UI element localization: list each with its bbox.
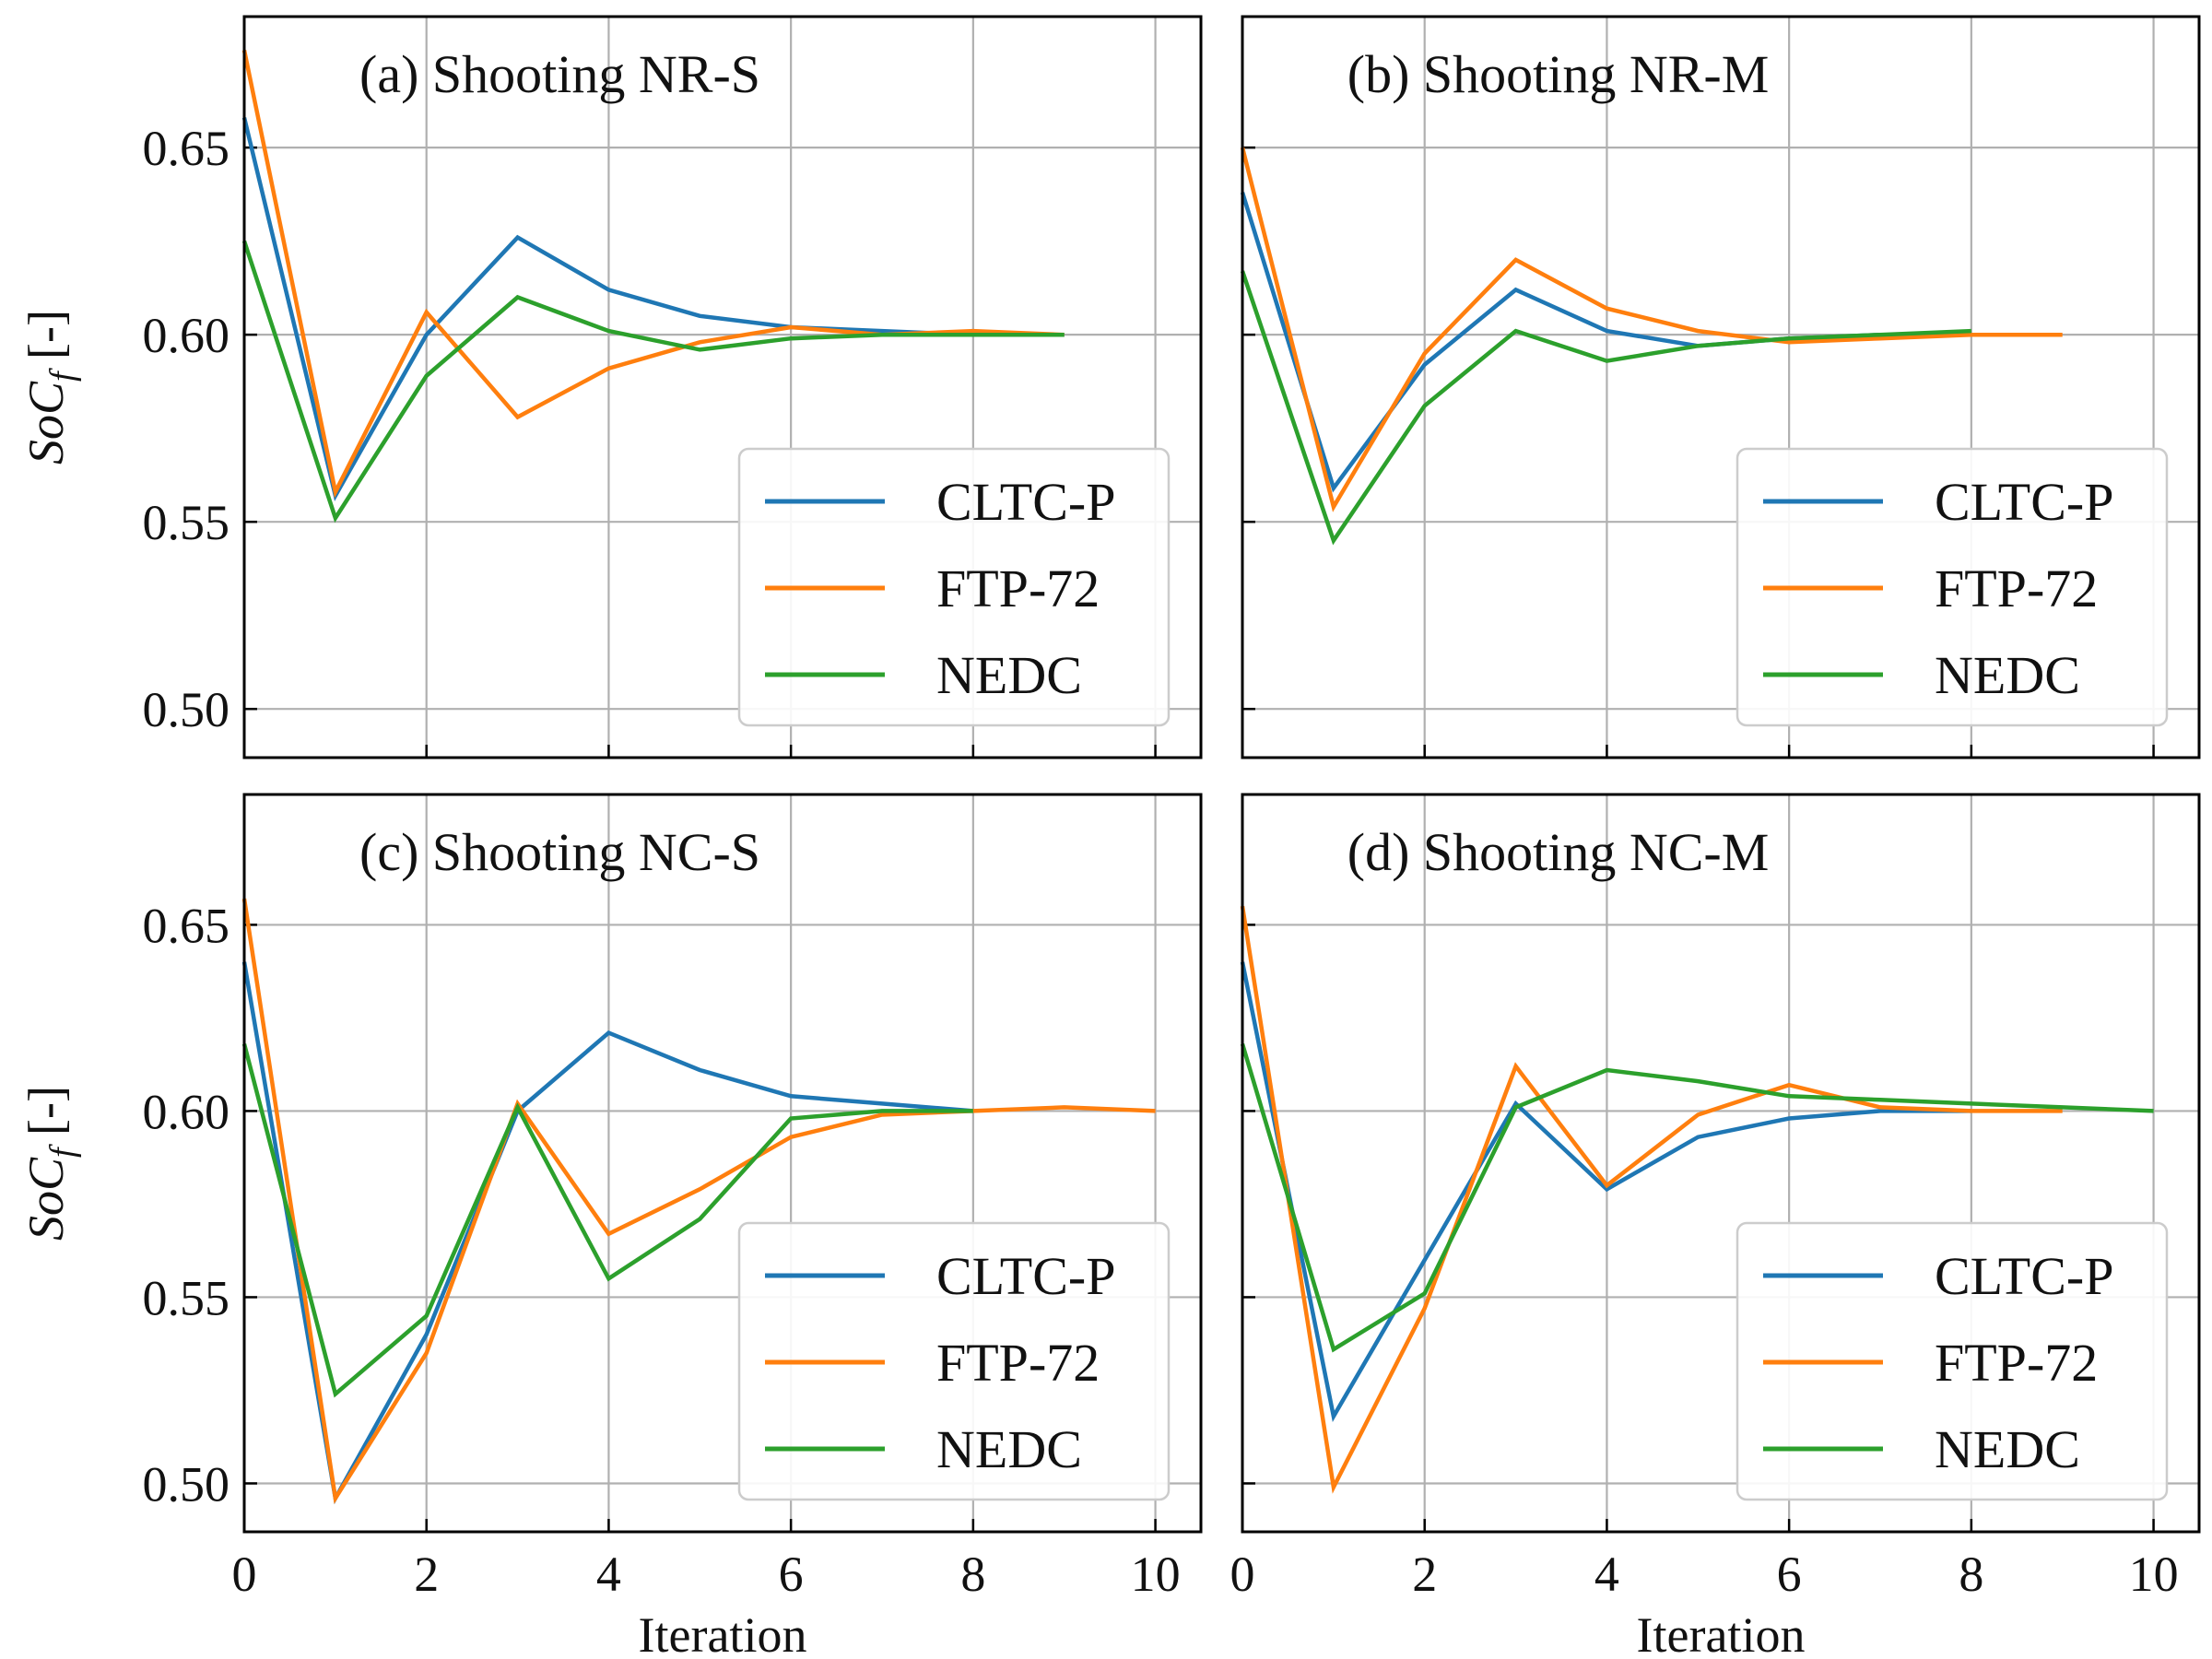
legend-label: CLTC-P [1935, 1246, 2113, 1306]
plot-frame [1241, 15, 2201, 759]
plot-frame [1241, 793, 2201, 1534]
legend-label: NEDC [1935, 1419, 2080, 1479]
chart-panel-3: (c) Shooting NC-S 0.50 0.55 0.60 0.65 0 2 4 6 8 10… [18, 793, 1203, 1659]
y-axis-title-main: SoC [18, 381, 74, 465]
panel-title: (c) Shooting NC-S [359, 822, 760, 882]
panel-title: (a) Shooting NR-S [359, 44, 760, 104]
y-tick-label: 0.65 [143, 898, 230, 953]
x-tick-label: 6 [1777, 1547, 1802, 1602]
legend-box [737, 447, 1171, 727]
chart-panel-2: (b) Shooting NR-M CLTC-P FTP-72 NEDC [1240, 15, 2201, 759]
x-tick-label: 8 [1959, 1547, 1983, 1602]
y-axis-title-unit: [-] [18, 310, 74, 371]
y-axis-title-main: SoC [18, 1157, 74, 1241]
series-line-ftp-72 [241, 50, 1065, 499]
plot-frame [242, 15, 1203, 759]
y-tick-label: 0.60 [143, 308, 230, 363]
legend-box [1735, 1221, 2169, 1501]
x-axis-title: Iteration [639, 1607, 807, 1659]
legend-label: NEDC [936, 1419, 1082, 1479]
series-line-nedc [1240, 1043, 2154, 1353]
x-tick-label: 2 [414, 1547, 439, 1602]
panel-title: (d) Shooting NC-M [1347, 822, 1770, 882]
y-axis-title: SoCf [-] [18, 310, 82, 465]
series-line-cltc-p [241, 961, 974, 1505]
series-line-ftp-72 [241, 898, 1156, 1504]
legend-label: FTP-72 [936, 1333, 1100, 1393]
x-tick-label: 6 [779, 1547, 804, 1602]
series-line-nedc [241, 1043, 973, 1398]
series-line-ftp-72 [1240, 905, 2063, 1494]
legend-label: FTP-72 [1935, 1333, 2098, 1393]
series-line-nedc [241, 240, 1065, 524]
y-axis-title-unit: [-] [18, 1086, 74, 1147]
y-tick-label: 0.55 [143, 495, 230, 550]
y-tick-label: 0.55 [143, 1270, 230, 1325]
legend-label: CLTC-P [936, 1246, 1115, 1306]
plot-frame [242, 793, 1203, 1534]
y-tick-label: 0.65 [143, 121, 230, 176]
series-line-nedc [1240, 270, 1971, 546]
y-axis-title: SoCf [-] [18, 1086, 82, 1241]
y-tick-label: 0.50 [143, 1456, 230, 1512]
x-axis-title: Iteration [1637, 1607, 1806, 1659]
x-tick-label: 4 [1594, 1547, 1619, 1602]
legend-label: CLTC-P [936, 472, 1115, 532]
chart-panel-4: (d) Shooting NC-M 0 2 4 6 8 10 Iteration CLTC-P F… [1230, 793, 2201, 1659]
y-tick-label: 0.50 [143, 682, 230, 737]
legend-label: FTP-72 [936, 559, 1100, 618]
legend-label: NEDC [936, 645, 1082, 705]
series-line-cltc-p [1240, 961, 1971, 1422]
legend-box [1735, 447, 2169, 727]
series-line-ftp-72 [1240, 147, 2063, 512]
chart-panel-1: (a) Shooting NR-S 0.50 0.55 0.60 0.65 SoCf [-… [18, 15, 1203, 759]
x-tick-label: 8 [960, 1547, 985, 1602]
x-tick-label: 10 [2129, 1547, 2179, 1602]
y-tick-label: 0.60 [143, 1084, 230, 1139]
x-tick-label: 0 [232, 1547, 257, 1602]
x-tick-label: 4 [596, 1547, 621, 1602]
panel-title: (b) Shooting NR-M [1347, 44, 1770, 104]
legend-box [737, 1221, 1171, 1501]
legend-label: FTP-72 [1935, 559, 2098, 618]
x-tick-label: 10 [1131, 1547, 1181, 1602]
x-tick-label: 2 [1412, 1547, 1437, 1602]
legend-label: CLTC-P [1935, 472, 2113, 532]
x-tick-label: 0 [1230, 1547, 1255, 1602]
legend-label: NEDC [1935, 645, 2080, 705]
series-line-cltc-p [241, 117, 1065, 501]
